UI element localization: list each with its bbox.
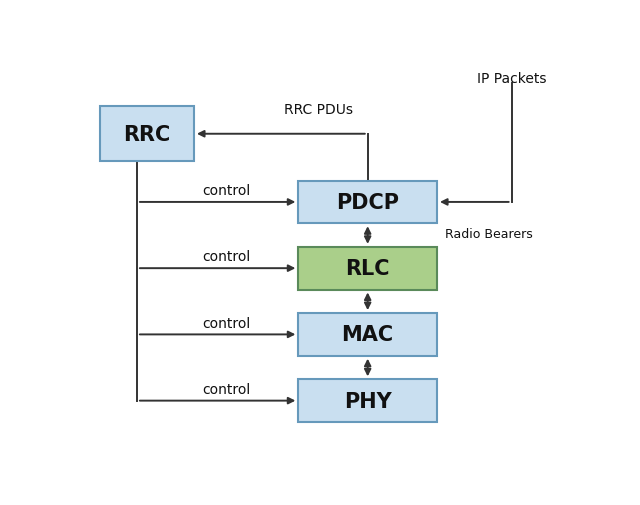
- FancyBboxPatch shape: [298, 247, 437, 290]
- FancyBboxPatch shape: [100, 107, 194, 162]
- Text: control: control: [202, 250, 250, 264]
- Text: RRC PDUs: RRC PDUs: [284, 103, 353, 117]
- Text: MAC: MAC: [342, 325, 394, 345]
- Text: control: control: [202, 184, 250, 198]
- Text: control: control: [202, 316, 250, 330]
- Text: RRC: RRC: [124, 125, 171, 144]
- Text: PDCP: PDCP: [336, 192, 399, 213]
- Text: Radio Bearers: Radio Bearers: [445, 227, 532, 240]
- Text: control: control: [202, 382, 250, 396]
- FancyBboxPatch shape: [298, 313, 437, 356]
- Text: PHY: PHY: [344, 391, 392, 411]
- FancyBboxPatch shape: [298, 379, 437, 422]
- Text: IP Packets: IP Packets: [477, 72, 547, 86]
- Text: RLC: RLC: [346, 259, 390, 279]
- FancyBboxPatch shape: [298, 181, 437, 224]
